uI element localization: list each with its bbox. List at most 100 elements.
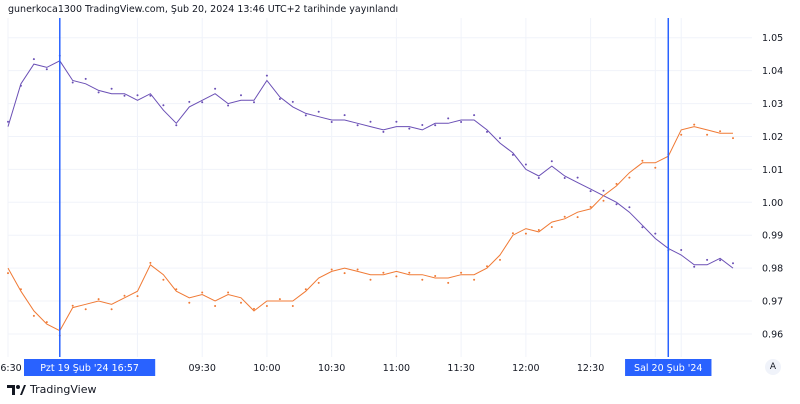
series-point xyxy=(732,262,734,265)
series-point xyxy=(628,206,631,209)
series-point xyxy=(511,153,514,156)
series-point xyxy=(550,160,553,163)
series-point xyxy=(330,268,333,271)
series-point xyxy=(240,94,242,97)
time-marker-tag xyxy=(625,359,712,376)
series-point xyxy=(576,176,579,179)
series-point xyxy=(615,182,618,185)
series-point xyxy=(162,104,165,107)
series-point xyxy=(486,130,488,133)
time-marker-label: Sal 20 Şub '24 xyxy=(634,363,702,374)
series-point xyxy=(265,305,268,307)
series-point xyxy=(123,294,126,297)
series-point xyxy=(369,278,372,281)
series-point xyxy=(123,94,126,97)
series-point xyxy=(550,226,553,228)
series-point xyxy=(278,298,281,301)
series-point xyxy=(84,77,87,80)
series-line xyxy=(7,126,733,332)
series-point xyxy=(408,271,411,274)
series-point xyxy=(110,308,113,311)
series-point xyxy=(265,74,268,77)
series-point xyxy=(602,199,605,202)
series-point xyxy=(214,305,217,307)
series-point xyxy=(343,114,346,117)
price-tick-label: 1.05 xyxy=(762,33,783,44)
series-point xyxy=(408,127,411,130)
series-point xyxy=(253,307,255,310)
series-point xyxy=(719,259,722,262)
series-point xyxy=(473,278,476,281)
grid xyxy=(7,18,752,357)
chart-header: gunerkoca1300 TradingView.com, Şub 20, 2… xyxy=(8,4,399,15)
series-point xyxy=(576,216,579,219)
series-point xyxy=(447,117,450,120)
footer-brand[interactable]: TradingView xyxy=(6,383,96,396)
series-point xyxy=(188,100,191,103)
series-point xyxy=(499,137,501,140)
series-point xyxy=(434,124,437,127)
price-tick-label: 0.96 xyxy=(762,329,783,340)
auto-scale-button[interactable]: A xyxy=(765,359,781,375)
series-point xyxy=(201,291,204,294)
series-point xyxy=(395,120,398,123)
time-tick-label: 10:30 xyxy=(318,363,345,374)
series-point xyxy=(278,98,281,100)
price-axis[interactable]: 1.05 1.04 1.03 1.02 1.01 1.00 0.99 0.98 0.97 0.96 xyxy=(762,33,783,340)
series-point xyxy=(486,265,488,268)
series-point xyxy=(110,87,113,90)
time-tick-label: 11:30 xyxy=(447,363,474,374)
series-point xyxy=(330,121,333,123)
footer-brand-text: TradingView xyxy=(30,383,97,396)
series-point xyxy=(369,120,372,123)
series-point xyxy=(382,271,385,274)
series-point xyxy=(680,249,683,251)
series-point xyxy=(136,94,139,97)
series-point xyxy=(71,81,74,84)
series-point xyxy=(421,124,424,126)
series-point xyxy=(356,124,359,127)
series-point xyxy=(45,68,48,71)
series-point xyxy=(693,265,696,268)
series-point xyxy=(524,232,527,235)
series-point xyxy=(175,124,178,127)
price-tick-label: 0.98 xyxy=(762,264,783,275)
time-tick-label: 12:00 xyxy=(512,363,539,374)
time-tick-label: 09:30 xyxy=(189,363,216,374)
series-point xyxy=(317,110,320,113)
series-point xyxy=(473,114,476,117)
series-point xyxy=(253,101,255,104)
series-point xyxy=(602,189,605,192)
price-tick-label: 1.03 xyxy=(762,99,783,110)
series-point xyxy=(32,58,35,61)
series-point xyxy=(654,232,657,235)
series-point xyxy=(356,268,359,271)
series-point xyxy=(499,258,501,261)
time-tick-label: 11:00 xyxy=(383,363,410,374)
price-tick-label: 1.04 xyxy=(762,66,783,77)
series-point xyxy=(447,281,450,284)
price-tick-label: 0.97 xyxy=(762,297,783,308)
time-marker-tag xyxy=(24,359,156,376)
series-point xyxy=(201,101,204,104)
series-point xyxy=(149,94,152,97)
series-point xyxy=(641,226,644,229)
series-point xyxy=(175,288,178,291)
series-point xyxy=(382,130,385,133)
series-point xyxy=(291,100,294,103)
series-point xyxy=(395,275,398,278)
series-point xyxy=(460,271,463,274)
series-point xyxy=(343,272,346,275)
series-point xyxy=(304,114,307,117)
series-point xyxy=(7,272,9,275)
series-point xyxy=(84,308,87,311)
series-point xyxy=(434,275,437,277)
series-point xyxy=(214,87,217,90)
series-point xyxy=(149,261,152,264)
tradingview-logo-icon xyxy=(7,384,26,395)
price-tick-label: 1.02 xyxy=(762,132,783,143)
series-point xyxy=(641,159,644,162)
time-tick-label: 12:30 xyxy=(577,363,604,374)
series-point xyxy=(563,215,566,218)
